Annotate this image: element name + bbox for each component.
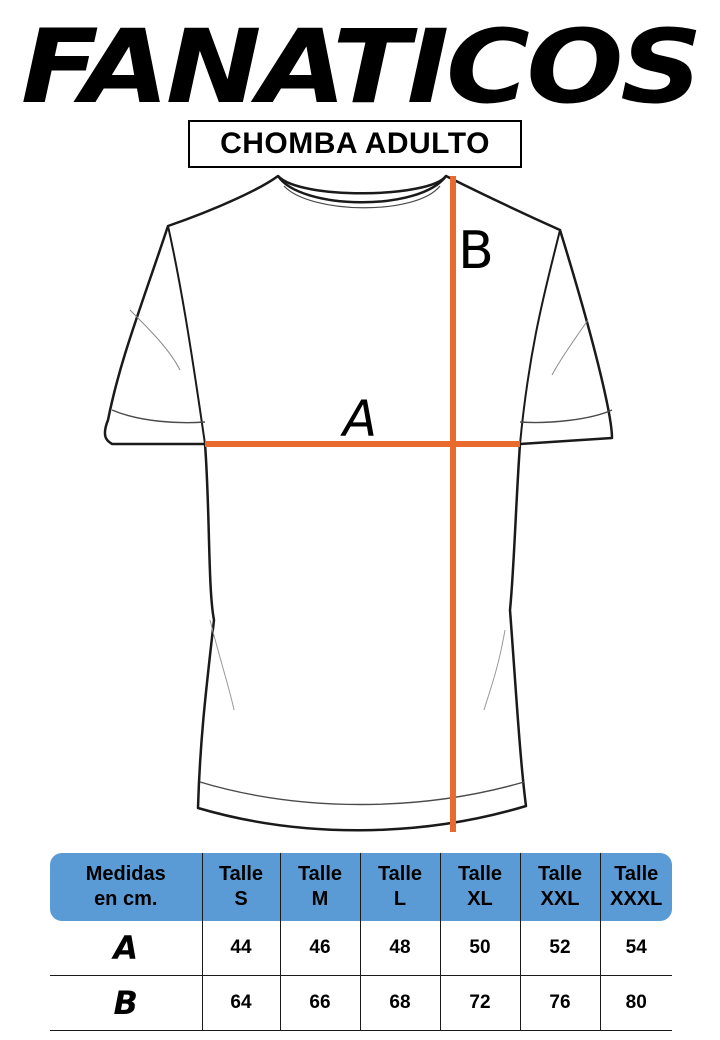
table-cell: 68: [360, 975, 441, 1031]
product-title: CHOMBA ADULTO: [188, 120, 522, 168]
size-table-header: Medidas en cm. Talle S Talle M Talle L Tall…: [50, 853, 672, 921]
table-cell: 76: [520, 975, 601, 1031]
table-row: B 64 66 68 72 76 80: [50, 975, 672, 1031]
table-cell: 64: [202, 975, 281, 1031]
table-cell: 46: [280, 921, 361, 976]
label-a: A: [340, 390, 377, 448]
table-cell: 50: [440, 921, 521, 976]
header-size-xxxl: Talle XXXL: [600, 853, 672, 921]
header-size-l: Talle L: [360, 853, 441, 921]
shirt-collar: [276, 175, 448, 204]
table-cell: 52: [520, 921, 601, 976]
size-table: Medidas en cm. Talle S Talle M Talle L Tall…: [50, 853, 672, 1031]
brand-logo: FANATICOS: [20, 8, 703, 127]
shirt-hem: [199, 781, 525, 806]
header-size-s: Talle S: [202, 853, 281, 921]
table-cell: 48: [360, 921, 441, 976]
table-row: A 44 46 48 50 52 54: [50, 921, 672, 976]
header-size-xxl: Talle XXL: [520, 853, 601, 921]
header-measures: Medidas en cm.: [50, 853, 203, 921]
table-cell: 66: [280, 975, 361, 1031]
row-label: A: [50, 921, 203, 976]
table-cell: 72: [440, 975, 521, 1031]
header-size-m: Talle M: [280, 853, 361, 921]
label-b: B: [458, 221, 494, 281]
table-cell: 44: [202, 921, 281, 976]
row-label: B: [50, 975, 203, 1031]
header-size-xl: Talle XL: [440, 853, 521, 921]
table-cell: 54: [600, 921, 672, 976]
tshirt-diagram: A B: [103, 174, 614, 832]
table-cell: 80: [600, 975, 672, 1031]
shirt-outline: [103, 174, 614, 832]
